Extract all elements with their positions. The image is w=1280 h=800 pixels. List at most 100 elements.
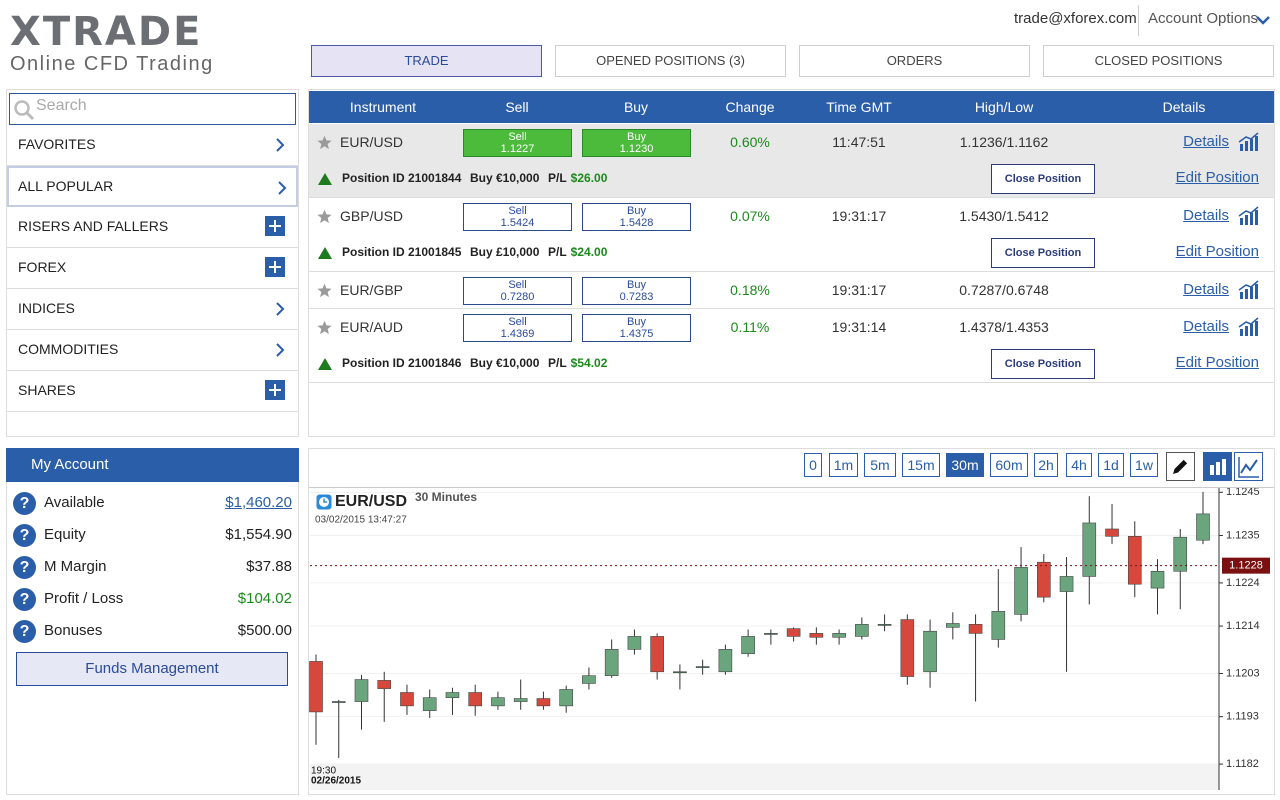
sell-label: Sell — [508, 131, 527, 143]
account-label: Profit / Loss — [44, 590, 124, 607]
change: 0.07% — [730, 208, 770, 224]
chevron-icon — [276, 302, 285, 316]
timeframe-button[interactable]: 4h — [1066, 453, 1092, 477]
menu-item[interactable]: ALL POPULAR — [7, 166, 298, 207]
timeframe-button[interactable]: 30m — [946, 453, 984, 477]
pl-value: $54.02 — [570, 356, 608, 370]
timeframe-button[interactable]: 2h — [1034, 453, 1058, 477]
buy-price: 1.5428 — [619, 217, 654, 229]
time: 11:47:51 — [832, 134, 886, 150]
chart-period: 30 Minutes — [415, 490, 477, 504]
help-icon[interactable]: ? — [13, 524, 36, 547]
sell-price: 0.7280 — [500, 291, 535, 303]
menu-item[interactable]: SHARES — [7, 371, 298, 412]
menu-item[interactable]: FAVORITES — [7, 125, 298, 166]
search-placeholder: Search — [36, 97, 87, 114]
account-options[interactable]: Account Options — [1148, 10, 1259, 27]
timeframe-button[interactable]: 1m — [829, 453, 858, 477]
plus-icon — [269, 384, 281, 396]
menu-item[interactable]: INDICES — [7, 289, 298, 330]
search-box[interactable]: Search — [9, 93, 296, 125]
details-link[interactable]: Details — [1183, 133, 1229, 150]
column-header: High/Low — [974, 99, 1034, 115]
instrument-name: GBP/USD — [340, 208, 404, 224]
timeframe-button[interactable]: 5m — [864, 453, 896, 477]
candle-body — [855, 624, 869, 637]
chart-icon — [1250, 287, 1253, 299]
candle-body — [1036, 561, 1051, 598]
buy-button[interactable]: Buy 1.1230 — [582, 129, 691, 157]
details-link[interactable]: Details — [1183, 207, 1229, 224]
timeframe-button[interactable]: 1d — [1098, 453, 1124, 477]
candle-body — [968, 624, 983, 634]
candle-body — [786, 628, 801, 637]
edit-position-link[interactable]: Edit Position — [1175, 169, 1259, 186]
candle-body — [695, 666, 710, 668]
draw-tool-button[interactable] — [1166, 452, 1195, 481]
timeframe-button[interactable]: 15m — [902, 453, 940, 477]
account-value: $37.88 — [246, 558, 292, 575]
details-link[interactable]: Details — [1183, 318, 1229, 335]
close-position-button[interactable]: Close Position — [991, 238, 1095, 268]
sell-button[interactable]: Sell 1.4369 — [463, 314, 572, 342]
y-tick-label: 1.1224 — [1226, 577, 1260, 589]
timeframe-button[interactable]: 60m — [990, 453, 1028, 477]
sell-button[interactable]: Sell 1.5424 — [463, 203, 572, 231]
last-price-box — [1222, 557, 1270, 574]
edit-position-link[interactable]: Edit Position — [1175, 243, 1259, 260]
price-chart: 1.1245 1.1235 1.1224 1.1214 1.1203 1.1193 1.11… — [309, 488, 1270, 790]
help-icon[interactable]: ? — [13, 620, 36, 643]
high-low: 1.1236/1.1162 — [959, 134, 1049, 150]
position-pl: P/L $54.02 — [548, 346, 607, 380]
edit-position-link[interactable]: Edit Position — [1175, 354, 1259, 371]
column-header: Instrument — [349, 99, 417, 115]
candle-type-button[interactable] — [1203, 452, 1232, 481]
tab[interactable]: ORDERS — [799, 45, 1030, 77]
pencil-icon — [1173, 459, 1188, 474]
tab[interactable]: CLOSED POSITIONS — [1043, 45, 1274, 77]
sell-button[interactable]: Sell 0.7280 — [463, 277, 572, 305]
close-position-button[interactable]: Close Position — [991, 349, 1095, 379]
menu-item[interactable]: FOREX — [7, 248, 298, 289]
chevron-icon — [278, 181, 287, 195]
help-icon[interactable]: ? — [13, 492, 36, 515]
position-amount: Buy €10,000 — [470, 171, 540, 185]
buy-button[interactable]: Buy 1.5428 — [582, 203, 691, 231]
chart-icon — [1238, 206, 1259, 217]
details-link[interactable]: Details — [1183, 281, 1229, 298]
chart-panel — [308, 448, 1275, 795]
position-arrow — [318, 173, 332, 185]
candle-body — [513, 698, 528, 702]
position-amount: Buy €10,000 — [470, 356, 540, 370]
tab[interactable]: TRADE — [311, 45, 542, 77]
tab[interactable]: OPENED POSITIONS (3) — [555, 45, 786, 77]
position-arrow — [318, 247, 332, 259]
line-type-button[interactable] — [1234, 452, 1263, 481]
pl-value: $24.00 — [570, 245, 608, 259]
menu-item[interactable]: COMMODITIES — [7, 330, 298, 371]
y-tick-label: 1.1182 — [1226, 758, 1259, 770]
line-icon — [1238, 457, 1259, 478]
buy-button[interactable]: Buy 0.7283 — [582, 277, 691, 305]
sell-label: Sell — [508, 279, 527, 291]
help-icon[interactable]: ? — [13, 556, 36, 579]
sell-price: 1.4369 — [500, 328, 535, 340]
candle-body — [354, 679, 369, 702]
instrument-name: EUR/USD — [340, 134, 404, 150]
candle-body — [1127, 536, 1142, 585]
help-icon[interactable]: ? — [13, 588, 36, 611]
sell-button[interactable]: Sell 1.1227 — [463, 129, 572, 157]
buy-button[interactable]: Buy 1.4375 — [582, 314, 691, 342]
timeframe-button[interactable]: 0 — [804, 453, 822, 477]
search-icon — [14, 100, 35, 121]
funds-management-button[interactable]: Funds Management — [16, 652, 288, 686]
menu-item[interactable]: RISERS AND FALLERS — [7, 207, 298, 248]
y-tick-label: 1.1214 — [1226, 620, 1260, 632]
account-label: Available — [44, 494, 105, 511]
account-value[interactable]: $1,460.20 — [225, 494, 292, 511]
chart-icon — [1255, 321, 1258, 336]
position-arrow — [318, 358, 332, 370]
timeframe-button[interactable]: 1w — [1130, 453, 1158, 477]
close-position-button[interactable]: Close Position — [991, 164, 1095, 194]
chart-icon — [1238, 132, 1259, 151]
